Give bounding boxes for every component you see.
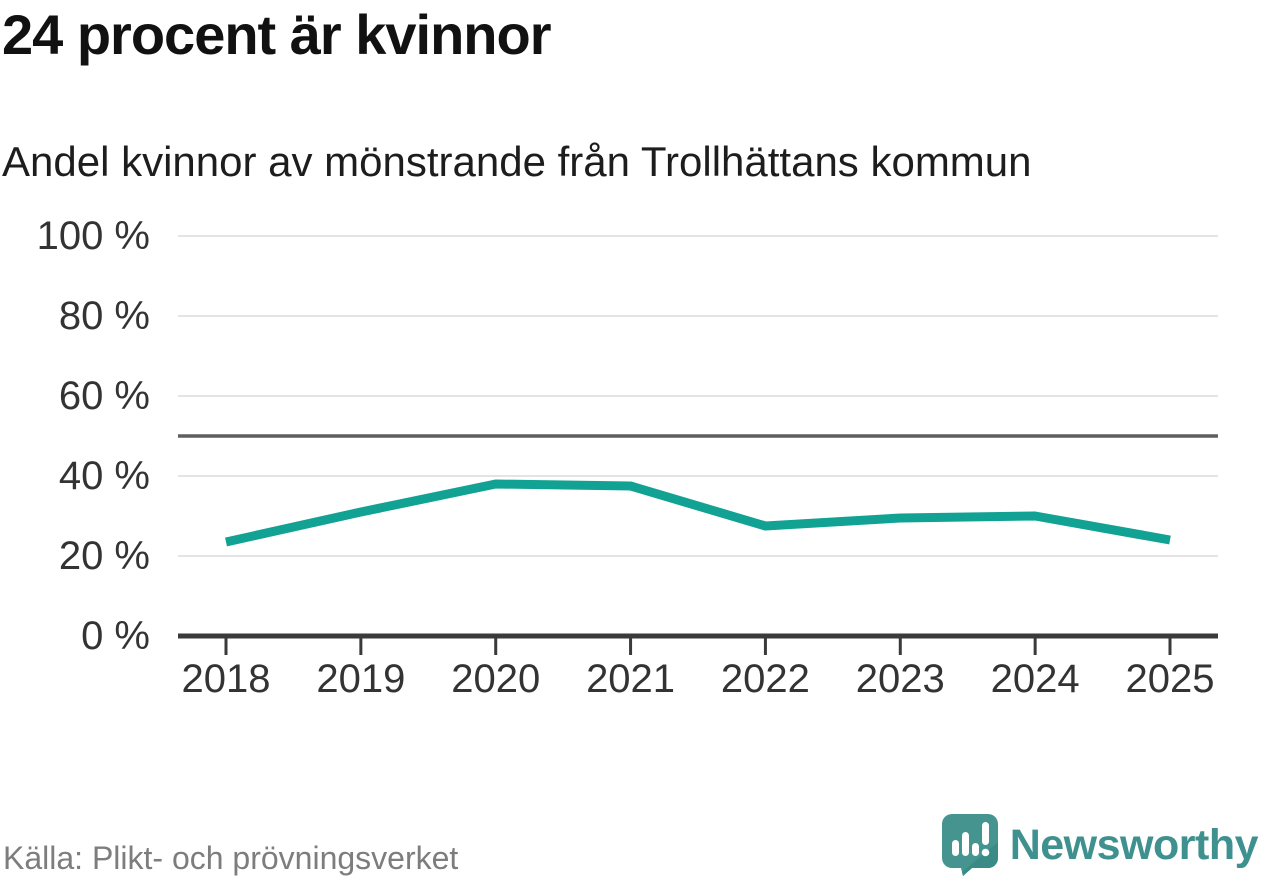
logo-bar-chart-glyph bbox=[951, 822, 990, 857]
chart-title: 24 procent är kvinnor bbox=[2, 3, 552, 66]
data-line bbox=[225, 479, 1171, 547]
newsworthy-logo-icon bbox=[941, 814, 998, 876]
x-axis-label: 2018 bbox=[181, 657, 271, 701]
x-axis-label: 2020 bbox=[451, 657, 541, 701]
x-axis-label: 2023 bbox=[855, 657, 945, 701]
source-note: Källa: Plikt- och prövningsverket bbox=[3, 840, 459, 876]
x-axis-label: 2022 bbox=[720, 657, 810, 701]
newsworthy-logo: Newsworthy bbox=[941, 814, 1259, 876]
y-axis-label: 20 % bbox=[58, 534, 150, 578]
x-axis-label: 2019 bbox=[316, 657, 406, 701]
y-axis-label: 40 % bbox=[58, 454, 150, 498]
x-axis-label: 2021 bbox=[586, 657, 676, 701]
newsworthy-logo-text: Newsworthy bbox=[1009, 820, 1259, 869]
y-axis-label: 60 % bbox=[58, 374, 150, 418]
chart-subtitle: Andel kvinnor av mönstrande från Trollhä… bbox=[2, 138, 1032, 185]
logo-bubble-shade bbox=[961, 842, 998, 876]
y-axis-label: 80 % bbox=[58, 294, 150, 338]
y-axis-label: 0 % bbox=[81, 614, 150, 658]
x-axis-label: 2025 bbox=[1125, 657, 1215, 701]
y-axis-label: 100 % bbox=[36, 214, 150, 258]
x-axis-label: 2024 bbox=[990, 657, 1080, 701]
